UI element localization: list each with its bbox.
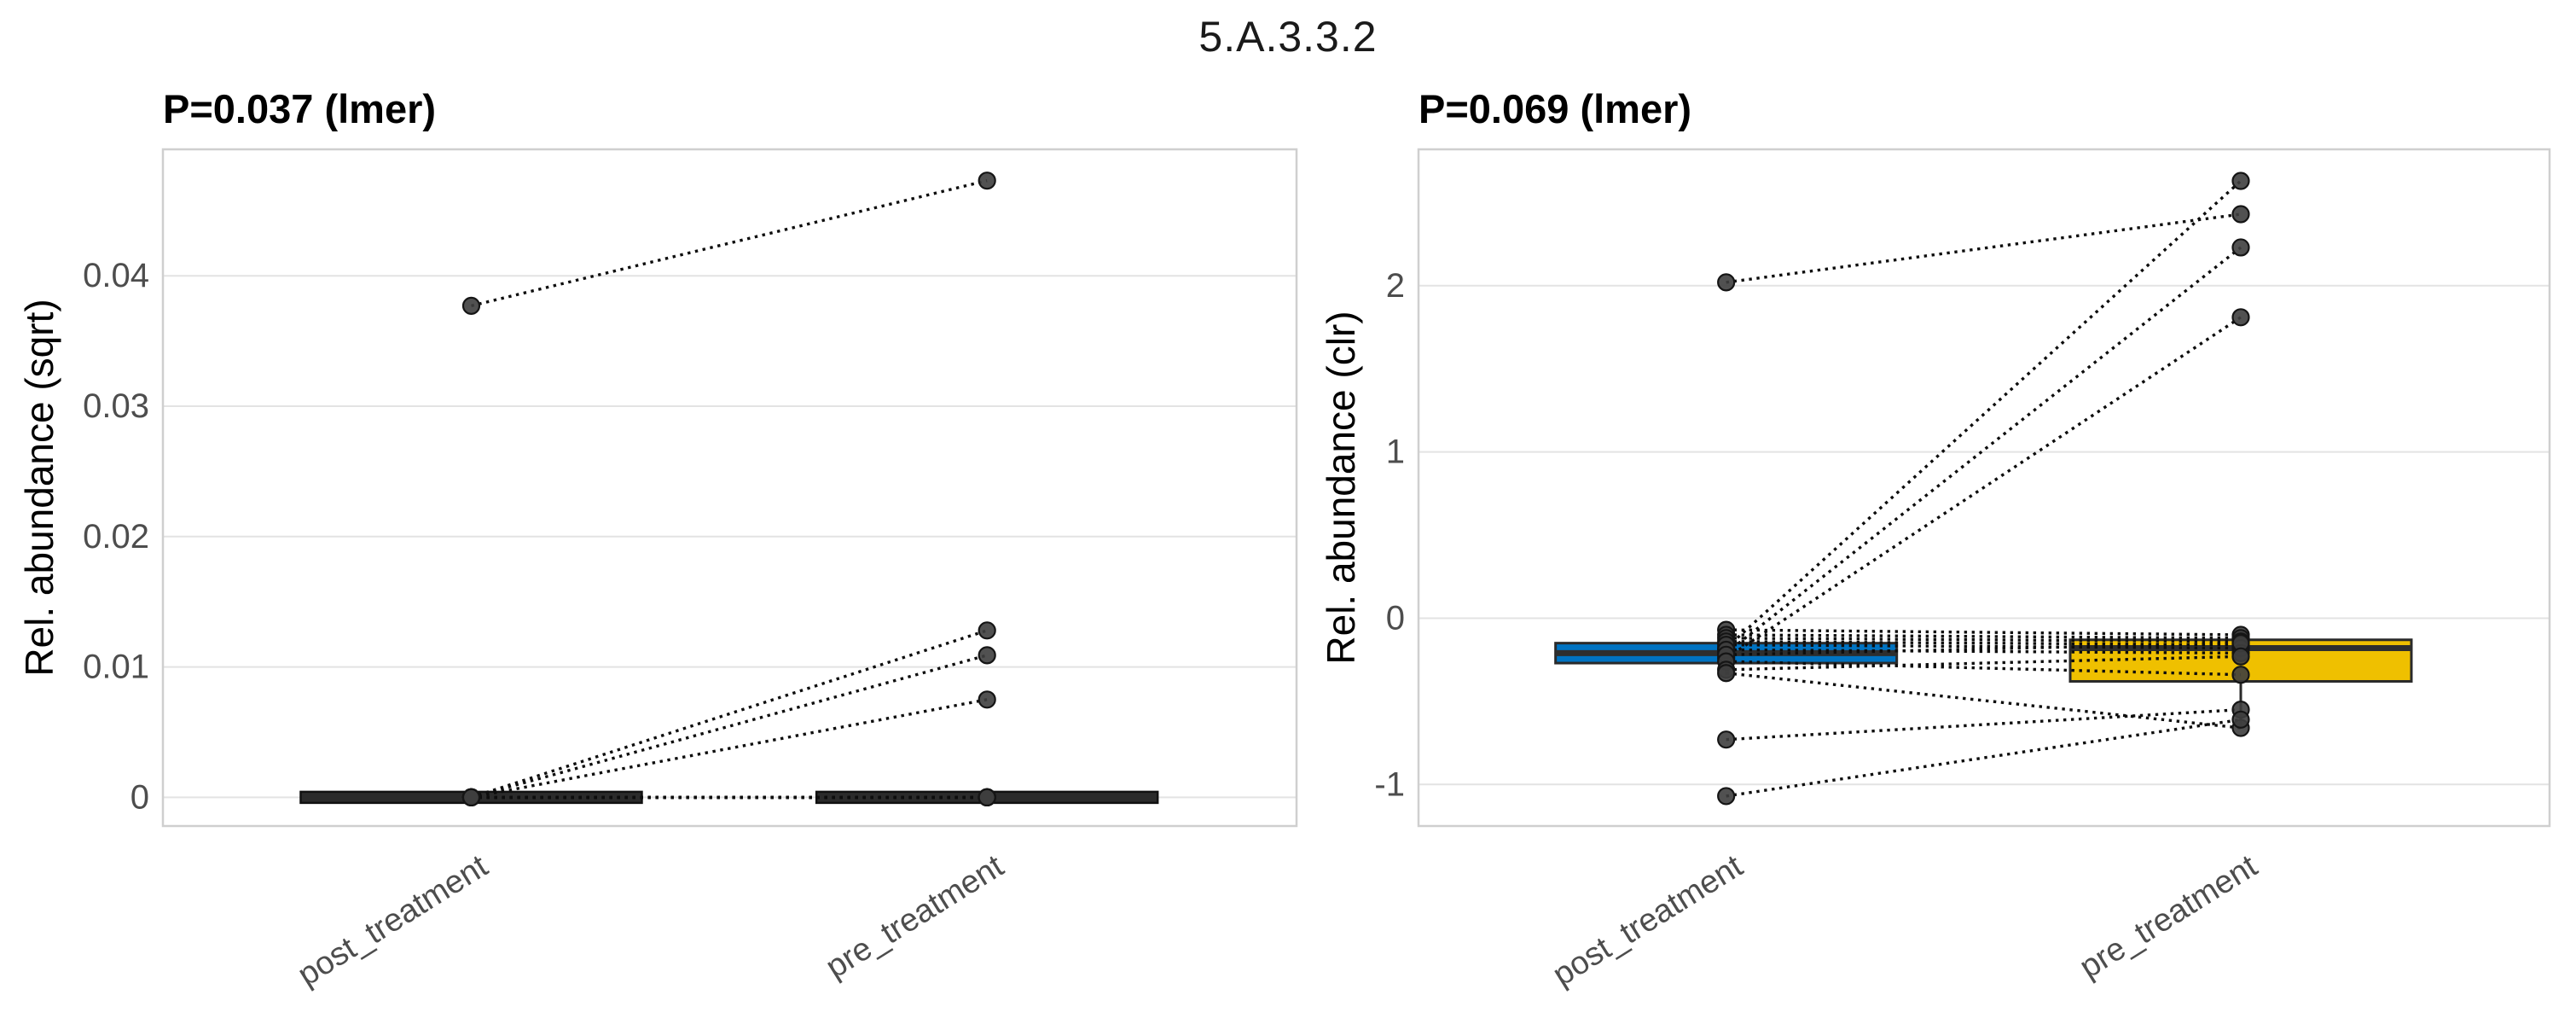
pair-line [471,654,988,800]
y-axis-title: Rel. abundance (clr) [1319,311,1363,664]
data-point [2231,308,2250,327]
y-tick-label: 0.01 [83,649,149,686]
y-tick-label: -1 [1374,765,1405,803]
y-tick-label: 0.02 [83,518,149,556]
pair-line [1726,637,2242,643]
left-panel-title: P=0.037 (lmer) [163,86,437,131]
data-point [1717,730,1736,749]
pair-line [1726,633,2242,640]
pair-line [1725,179,2242,649]
data-point [1717,787,1736,806]
x-tick-label: post_treatment [1546,848,1749,993]
pair-line [1726,648,2242,655]
pair-line [1726,655,2242,672]
data-point [2231,647,2250,666]
pair-line [1726,641,2242,657]
data-point [978,172,996,190]
data-point [461,788,481,806]
pair-line [1725,316,2242,660]
data-point [2231,666,2250,684]
figure-title: 5.A.3.3.2 [1198,13,1378,61]
pair-line [471,698,988,800]
y-tick-label: 0 [131,778,149,816]
pair-line [470,629,988,800]
y-tick-label: 2 [1386,267,1405,305]
data-point [2231,172,2250,190]
y-tick-label: 0 [1386,599,1405,637]
data-point [978,646,996,665]
pair-line [1726,718,2242,798]
y-tick-label: 0.03 [83,387,149,425]
x-tick-label: pre_treatment [820,848,1010,986]
data-point [2231,238,2250,257]
pair-line [1726,660,2242,677]
data-point [2231,205,2250,224]
data-point [978,788,996,806]
right-panel-title: P=0.069 (lmer) [1419,86,1692,131]
data-point [1717,664,1736,683]
y-tick-label: 0.04 [83,257,149,294]
data-point [978,621,996,640]
pair-line [1726,628,2242,637]
data-point [461,296,481,315]
y-axis-title: Rel. abundance (sqrt) [17,299,61,676]
panel-border [161,148,1298,828]
pair-line [1726,212,2242,284]
x-tick-label: pre_treatment [2074,848,2264,986]
pair-line [1725,246,2242,655]
pair-line [1726,672,2242,730]
data-point [978,690,996,709]
data-point [2231,710,2250,729]
pair-line [471,179,988,308]
data-point [1717,273,1736,292]
pair-line [1726,643,2242,650]
x-tick-label: post_treatment [292,848,495,993]
pair-line [1726,640,2242,647]
y-tick-label: 1 [1386,433,1405,471]
pair-line [1726,707,2242,742]
panel-border [1417,148,2551,828]
